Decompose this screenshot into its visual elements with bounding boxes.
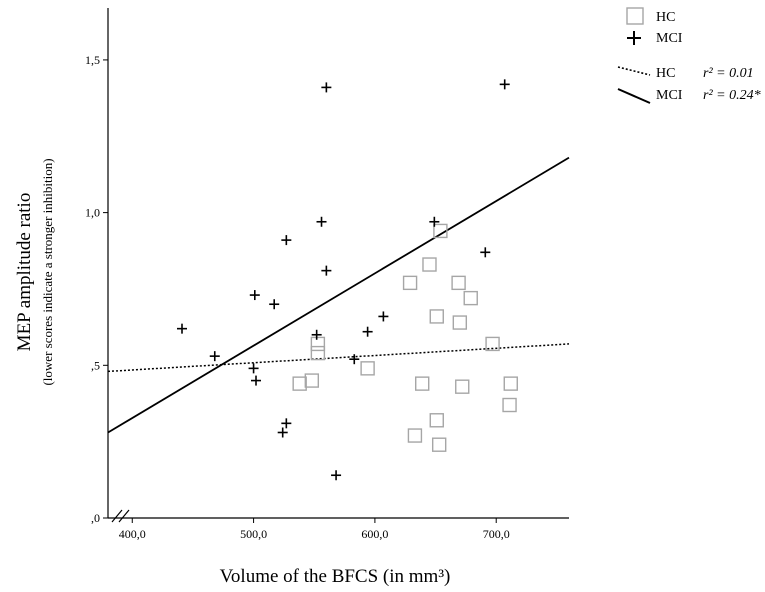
legend-mci-fit-line xyxy=(617,88,651,104)
point-mci-14 xyxy=(331,470,342,481)
point-hc-7 xyxy=(415,376,430,391)
legend-hc-fit-label: HC xyxy=(656,66,675,81)
point-mci-10 xyxy=(316,216,327,227)
fit-line-mci xyxy=(107,156,570,434)
x-tick-label-2: 600,0 xyxy=(361,527,388,541)
point-hc-15 xyxy=(455,379,470,394)
y-axis-sublabel: (lower scores indicate a stronger inhibi… xyxy=(40,158,55,385)
legend-mci-fit-label: MCI xyxy=(656,88,683,103)
point-hc-11 xyxy=(431,437,447,452)
point-hc-2 xyxy=(310,345,326,361)
y-tick-label-1: ,5 xyxy=(91,358,100,372)
axes xyxy=(103,8,569,523)
point-mci-2 xyxy=(248,363,259,374)
point-mci-6 xyxy=(277,427,288,438)
x-tick-label-3: 700,0 xyxy=(483,527,510,541)
legend-mci-marker xyxy=(627,31,641,45)
point-hc-8 xyxy=(422,257,437,272)
legend-hc-label: HC xyxy=(656,10,675,25)
y-axis-label: MEP amplitude ratio xyxy=(14,193,35,352)
point-hc-9 xyxy=(429,309,444,324)
point-hc-4 xyxy=(360,361,375,376)
y-tick-label-3: 1,5 xyxy=(85,53,100,67)
point-hc-0 xyxy=(292,376,307,391)
point-mci-11 xyxy=(321,82,332,93)
point-hc-19 xyxy=(503,376,518,391)
point-mci-15 xyxy=(362,326,373,337)
point-mci-19 xyxy=(499,79,510,90)
point-hc-16 xyxy=(463,290,478,306)
data-points xyxy=(177,79,518,481)
point-mci-8 xyxy=(281,418,292,429)
point-hc-13 xyxy=(451,275,466,291)
point-mci-9 xyxy=(311,329,322,340)
point-hc-10 xyxy=(429,413,444,428)
point-mci-13 xyxy=(349,354,360,365)
x-axis-label: Volume of the BFCS (in mm³) xyxy=(220,566,451,587)
point-hc-12 xyxy=(433,223,448,239)
point-hc-5 xyxy=(402,275,418,291)
point-hc-3 xyxy=(310,336,326,352)
axis-break-mark xyxy=(118,509,130,523)
point-mci-16 xyxy=(378,311,389,322)
fit-lines xyxy=(107,156,570,434)
y-tick-label-2: 1,0 xyxy=(85,206,100,220)
point-hc-6 xyxy=(407,428,423,443)
point-hc-17 xyxy=(485,336,500,352)
point-mci-1 xyxy=(209,351,220,362)
fit-line-hc xyxy=(107,343,570,373)
point-mci-18 xyxy=(480,247,491,258)
x-tick-label-1: 500,0 xyxy=(240,527,267,541)
point-hc-1 xyxy=(304,373,320,388)
point-mci-12 xyxy=(321,265,332,276)
tick-labels: ,0 ,5 1,0 1,5 400,0 500,0 600,0 700,0 xyxy=(85,53,510,541)
point-mci-0 xyxy=(177,323,188,334)
point-hc-18 xyxy=(502,397,517,413)
x-tick-label-0: 400,0 xyxy=(119,527,146,541)
point-mci-17 xyxy=(429,216,440,227)
legend: HC MCI HC r² = 0.01 MCI r² = 0.24* xyxy=(617,7,761,104)
point-hc-14 xyxy=(452,315,468,330)
legend-hc-marker xyxy=(626,7,644,25)
legend-mci-label: MCI xyxy=(656,31,683,46)
legend-mci-r2: r² = 0.24* xyxy=(703,88,761,103)
y-tick-label-0: ,0 xyxy=(91,511,100,525)
legend-hc-fit-line xyxy=(617,66,651,76)
point-mci-5 xyxy=(269,299,280,310)
axis-break-mark xyxy=(111,509,123,523)
point-mci-3 xyxy=(249,290,260,301)
legend-hc-r2: r² = 0.01 xyxy=(703,66,754,81)
point-mci-7 xyxy=(281,235,292,246)
point-mci-4 xyxy=(251,375,262,386)
